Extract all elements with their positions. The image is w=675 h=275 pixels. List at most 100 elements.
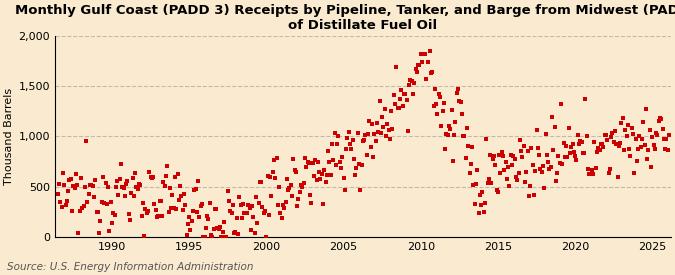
Point xyxy=(358,138,369,142)
Point xyxy=(212,226,223,230)
Point xyxy=(138,234,149,239)
Point xyxy=(588,172,599,176)
Point xyxy=(259,211,269,215)
Point xyxy=(598,144,609,149)
Point xyxy=(635,145,646,150)
Point xyxy=(168,206,179,210)
Point xyxy=(342,136,353,141)
Point xyxy=(159,183,170,188)
Point xyxy=(308,174,319,179)
Point xyxy=(185,228,196,232)
Point xyxy=(149,202,160,206)
Point xyxy=(439,101,450,105)
Point xyxy=(287,194,298,198)
Point xyxy=(281,176,292,181)
Point xyxy=(621,133,632,138)
Point xyxy=(148,175,159,179)
Point xyxy=(645,128,655,133)
Point xyxy=(549,124,560,129)
Point xyxy=(450,120,461,124)
Point xyxy=(219,220,230,225)
Point xyxy=(167,193,178,197)
Point xyxy=(215,225,225,229)
Point xyxy=(113,193,124,197)
Point xyxy=(101,202,112,206)
Point xyxy=(499,168,510,173)
Point xyxy=(550,179,561,184)
Point xyxy=(446,108,457,113)
Point xyxy=(442,133,453,137)
Point xyxy=(655,116,666,120)
Point xyxy=(597,141,608,146)
Point xyxy=(249,231,260,235)
Point xyxy=(333,134,344,138)
Point xyxy=(230,230,241,234)
Point xyxy=(459,134,470,138)
Point xyxy=(431,102,441,107)
Point xyxy=(344,142,355,146)
Point xyxy=(611,142,622,146)
Point xyxy=(645,164,656,169)
Point xyxy=(625,154,636,158)
Point xyxy=(234,195,245,199)
Point xyxy=(165,186,176,191)
Point xyxy=(319,167,329,172)
Point xyxy=(254,180,265,185)
Point xyxy=(495,170,506,175)
Point xyxy=(620,128,630,133)
Point xyxy=(541,153,552,157)
Point xyxy=(306,201,317,205)
Point xyxy=(315,177,326,181)
Point xyxy=(642,157,653,161)
Point xyxy=(624,147,634,151)
Point xyxy=(401,98,412,102)
Point xyxy=(286,183,296,188)
Point xyxy=(115,162,126,167)
Point xyxy=(331,142,342,146)
Point xyxy=(180,203,190,207)
Point xyxy=(126,191,136,195)
Point xyxy=(453,87,464,91)
Point xyxy=(662,148,673,152)
Point xyxy=(344,130,354,134)
Point xyxy=(207,235,218,239)
Point xyxy=(398,103,408,108)
Point xyxy=(583,167,593,171)
Point xyxy=(362,132,373,136)
Point xyxy=(601,133,612,137)
Point xyxy=(76,175,86,180)
Point xyxy=(329,131,340,135)
Point xyxy=(222,189,233,193)
Point xyxy=(68,184,79,189)
Point xyxy=(494,152,505,157)
Point xyxy=(327,142,338,146)
Point xyxy=(211,207,221,211)
Point xyxy=(593,145,603,150)
Point xyxy=(334,160,345,164)
Point xyxy=(449,133,460,137)
Point xyxy=(188,208,198,213)
Point xyxy=(561,144,572,148)
Point xyxy=(182,221,193,226)
Point xyxy=(178,208,188,213)
Point xyxy=(502,177,512,181)
Point xyxy=(656,117,667,121)
Point xyxy=(524,184,535,188)
Point xyxy=(564,150,575,155)
Point xyxy=(67,209,78,213)
Point xyxy=(355,187,366,192)
Point xyxy=(464,171,475,175)
Point xyxy=(92,210,103,214)
Point xyxy=(409,81,420,85)
Point xyxy=(412,70,423,74)
Point xyxy=(628,132,639,136)
Point xyxy=(589,140,600,144)
Point xyxy=(157,213,167,218)
Point xyxy=(138,201,148,205)
Point xyxy=(481,137,492,142)
Point xyxy=(425,49,435,53)
Point xyxy=(325,173,336,177)
Point xyxy=(638,120,649,125)
Point xyxy=(581,134,592,138)
Point xyxy=(208,227,219,231)
